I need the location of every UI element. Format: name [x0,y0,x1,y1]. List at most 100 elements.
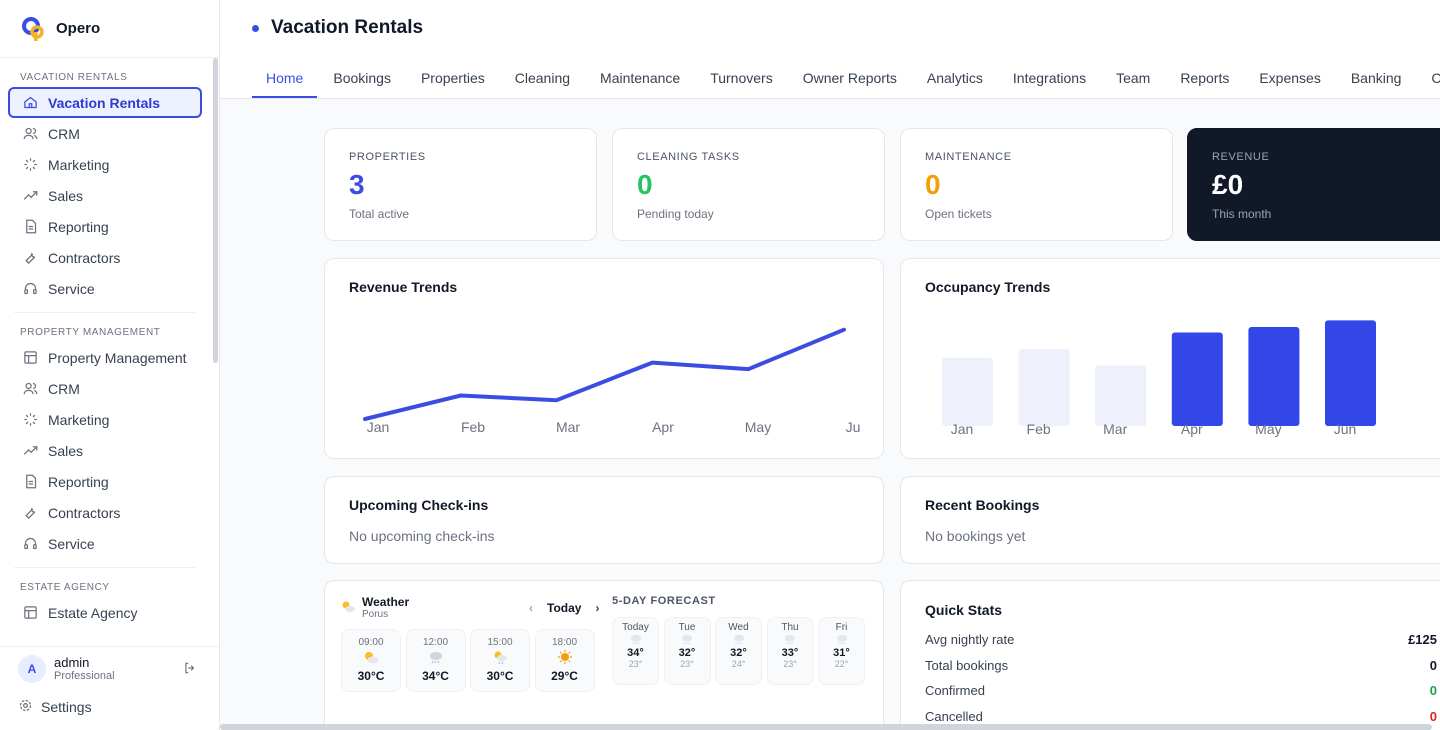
forecast-high: 34° [627,647,644,659]
forecast-title: 5-DAY FORECAST [612,595,716,607]
sidebar-item-reporting[interactable]: Reporting [8,466,202,497]
tab-integrations[interactable]: Integrations [1012,70,1087,86]
tab-banking[interactable]: Banking [1350,70,1402,86]
occupancy-bar [1325,320,1376,426]
settings-link[interactable]: Settings [18,698,92,716]
sidebar-item-crm[interactable]: CRM [8,373,202,404]
sidebar-item-crm[interactable]: CRM [8,118,202,149]
weather-card: Weather Porus ‹ Today › 09:00 30°C 12:00 34… [324,580,884,730]
horizontal-scrollbar[interactable] [220,724,1432,730]
sidebar-item-service[interactable]: Service [8,528,202,559]
sun-cloud-icon [341,600,356,618]
sidebar-item-crm[interactable]: CRM [8,628,202,637]
chevron-right-icon[interactable]: › [595,601,600,615]
stat-sub: Total active [349,207,410,221]
tab-turnovers[interactable]: Turnovers [710,70,773,86]
bookings-title: Recent Bookings [925,497,1040,513]
header: Vacation Rentals Home Bookings Properties C… [220,0,1440,99]
forecast-low: 23° [783,659,797,669]
forecast-low: 22° [834,659,849,669]
tab-team[interactable]: Team [1116,70,1151,86]
forecast-day: Today 34° 23° [612,617,659,685]
stat-card-revenue: REVENUE £0 This month [1187,128,1440,241]
forecast-day-name: Wed [728,622,749,633]
avatar: A [18,654,46,683]
users-icon [22,126,38,142]
headset-icon [22,281,38,297]
x-tick-label: May [745,419,771,435]
stat-label: REVENUE [1212,151,1270,163]
occupancy-bar [1171,332,1223,426]
quick-stat-row: Cancelled 0 [925,709,1437,724]
tab-expenses[interactable]: Expenses [1259,70,1321,86]
forecast-day: Wed 32° 24° [715,617,762,685]
sidebar-item-sales[interactable]: Sales [8,180,202,211]
sidebar-item-marketing[interactable]: Marketing [8,149,202,180]
settings-label: Settings [41,699,92,715]
sidebar-item-estate-agency[interactable]: Estate Agency [8,597,202,628]
forecast-day-name: Tue [678,622,696,633]
stat-sub: Pending today [637,207,714,221]
chevron-left-icon[interactable]: ‹ [529,601,533,615]
sidebar-item-service[interactable]: Service [8,273,202,304]
tab-analytics[interactable]: Analytics [926,70,983,86]
tab-home[interactable]: Home [252,62,318,98]
tab-cleaning[interactable]: Cleaning [514,70,571,86]
sidebar-nav: VACATION RENTALS Vacation Rentals CRM Marke… [0,58,210,636]
tab-properties[interactable]: Properties [420,70,485,86]
quick-stat-label: Cancelled [925,708,983,724]
sidebar-item-property-management[interactable]: Property Management [8,342,202,373]
occupancy-trends-title: Occupancy Trends [925,279,1051,295]
sidebar-item-contractors[interactable]: Contractors [8,497,202,528]
opero-logo-icon [22,16,46,42]
app-name: Opero [56,20,101,37]
sidebar-item-reporting[interactable]: Reporting [8,211,202,242]
tab-reports[interactable]: Reports [1180,70,1230,86]
sidebar-item-label: Marketing [48,156,110,173]
quick-stat-row: Confirmed 0 [925,683,1437,698]
layout-icon [22,350,38,366]
forecast-day-name: Thu [781,622,799,633]
revenue-series-line [363,327,846,421]
gear-icon [18,698,33,716]
brand[interactable]: Opero [0,0,219,58]
sidebar-scrollbar[interactable] [213,58,218,363]
tab-maintenance[interactable]: Maintenance [600,70,681,86]
hour-time: 18:00 [551,637,578,648]
x-tick-label: Mar [556,419,580,435]
sidebar-item-vacation-rentals[interactable]: Vacation Rentals [8,87,202,118]
occupancy-bar [1248,327,1300,426]
forecast-day: Tue 32° 23° [663,617,711,685]
forecast-high: 31° [833,647,850,659]
tab-bookings[interactable]: Bookings [333,70,391,86]
trend-up-icon [22,188,38,204]
weather-day-label: Today [547,601,582,615]
rain-cloud-icon [613,633,658,647]
sidebar-item-marketing[interactable]: Marketing [8,404,202,435]
user-plan: Professional [54,670,115,682]
forecast-day: Thu 33° 23° [766,617,814,685]
sidebar-item-contractors[interactable]: Contractors [8,242,202,273]
sparkle-icon [22,157,38,173]
tab-c[interactable]: C [1431,70,1440,86]
revenue-trends-title: Revenue Trends [349,279,458,295]
sidebar-item-label: Vacation Rentals [48,94,161,111]
x-tick-label: Mar [1103,421,1127,437]
sidebar-item-sales[interactable]: Sales [8,435,202,466]
nav-section-title: ESTATE AGENCY [20,582,110,593]
stat-value: 0 [637,169,653,200]
rain-cloud-icon [768,633,813,647]
sidebar-item-label: Contractors [48,249,121,266]
sidebar-item-label: Service [48,280,95,297]
tab-owner-reports[interactable]: Owner Reports [802,70,897,86]
forecast-high: 32° [678,647,696,659]
quick-stat-label: Confirmed [925,683,985,698]
sidebar-item-label: Estate Agency [48,604,138,621]
user-profile[interactable]: A admin Professional [0,646,219,690]
headset-icon [22,536,38,552]
forecast-low: 24° [731,659,746,669]
sidebar-item-label: Reporting [48,218,109,235]
sidebar: Opero VACATION RENTALS Vacation Rentals CR… [0,0,220,730]
sidebar-item-label: Contractors [48,504,121,521]
logout-icon[interactable] [183,661,197,680]
